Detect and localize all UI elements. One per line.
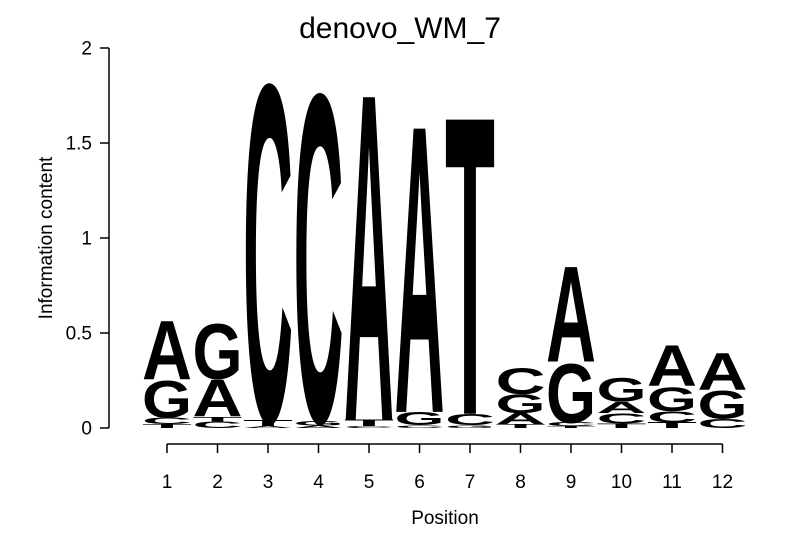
logo-letter-A: A <box>142 303 192 398</box>
logo-letter-C: C <box>597 410 647 426</box>
logo-letter-A: A <box>294 425 344 429</box>
logo-letter-C: C <box>647 408 697 426</box>
x-tick-label: 2 <box>212 472 223 493</box>
logo-letter-T: T <box>647 421 697 430</box>
logo-letter-G: G <box>395 409 445 430</box>
logo-letter-T: T <box>597 422 647 429</box>
y-tick-label: 0.5 <box>66 324 92 345</box>
logo-letter-A: A <box>647 334 697 399</box>
x-tick-label: 4 <box>313 472 324 493</box>
x-tick-label: 5 <box>364 472 375 493</box>
logo-letter-C: C <box>546 421 596 427</box>
logo-letter-G: G <box>294 420 344 427</box>
logo-letter-A: A <box>344 0 394 519</box>
logo-letter-C: C <box>496 360 546 401</box>
y-axis: 0 0.5 1 1.5 2 <box>66 39 110 440</box>
x-tick-label: 8 <box>515 472 526 493</box>
x-tick-label: 1 <box>162 472 173 493</box>
x-tick-label: 11 <box>662 472 682 493</box>
logo-letter-T: T <box>193 415 243 422</box>
logo-letter-C: C <box>142 416 192 426</box>
y-tick-label: 2 <box>81 39 92 60</box>
logo-letter-A: A <box>546 238 596 391</box>
x-tick-label: 3 <box>263 472 274 493</box>
logo-letter-A: A <box>243 426 293 429</box>
x-tick-label: 10 <box>611 472 632 493</box>
x-axis: 1 2 3 4 5 6 7 8 9 10 11 12 <box>162 443 733 493</box>
x-tick-label: 7 <box>465 472 476 493</box>
y-tick-label: 1.5 <box>66 134 92 155</box>
x-tick-label: 9 <box>566 472 577 493</box>
logo-letter-A: A <box>395 41 445 500</box>
logo-letter-G: G <box>496 389 546 418</box>
logo-letter-G: G <box>142 370 192 429</box>
logo-letter-C: C <box>344 426 394 429</box>
x-tick-label: 12 <box>712 472 733 493</box>
logo-letter-T: T <box>142 423 192 429</box>
logo-letter-C: C <box>445 411 495 429</box>
logo-letter-T: T <box>344 418 394 428</box>
logo-letter-T: T <box>496 423 546 429</box>
y-axis-label: Information content <box>36 156 57 319</box>
logo-letter-A: A <box>698 342 748 401</box>
logo-letter-C: C <box>294 0 344 521</box>
logo-letter-C: C <box>243 0 293 523</box>
logo-letter-A: A <box>193 369 243 428</box>
y-tick-label: 0 <box>81 419 92 440</box>
logo-letter-G: G <box>193 307 243 396</box>
logo-letter-A: A <box>496 410 546 428</box>
logo-letter-T: T <box>546 426 596 429</box>
logo-letter-T: T <box>243 419 293 428</box>
chart-title: denovo_WM_7 <box>299 12 501 45</box>
x-axis-label: Position <box>411 508 479 529</box>
logo-letter-C: C <box>698 416 748 431</box>
logo-letter-C: C <box>193 420 243 430</box>
logo-letter-G: G <box>546 346 596 441</box>
logo-letter-A: A <box>597 399 647 417</box>
logo-letter-G: G <box>698 383 748 427</box>
logo-letter-C: C <box>395 424 445 428</box>
logo-letter-T: T <box>445 27 495 505</box>
logo-letter-G: G <box>647 380 697 419</box>
logo-letter-G: G <box>445 424 495 428</box>
y-tick-label: 1 <box>81 229 92 250</box>
x-tick-label: 6 <box>414 472 425 493</box>
logo-letter-G: G <box>597 370 647 409</box>
